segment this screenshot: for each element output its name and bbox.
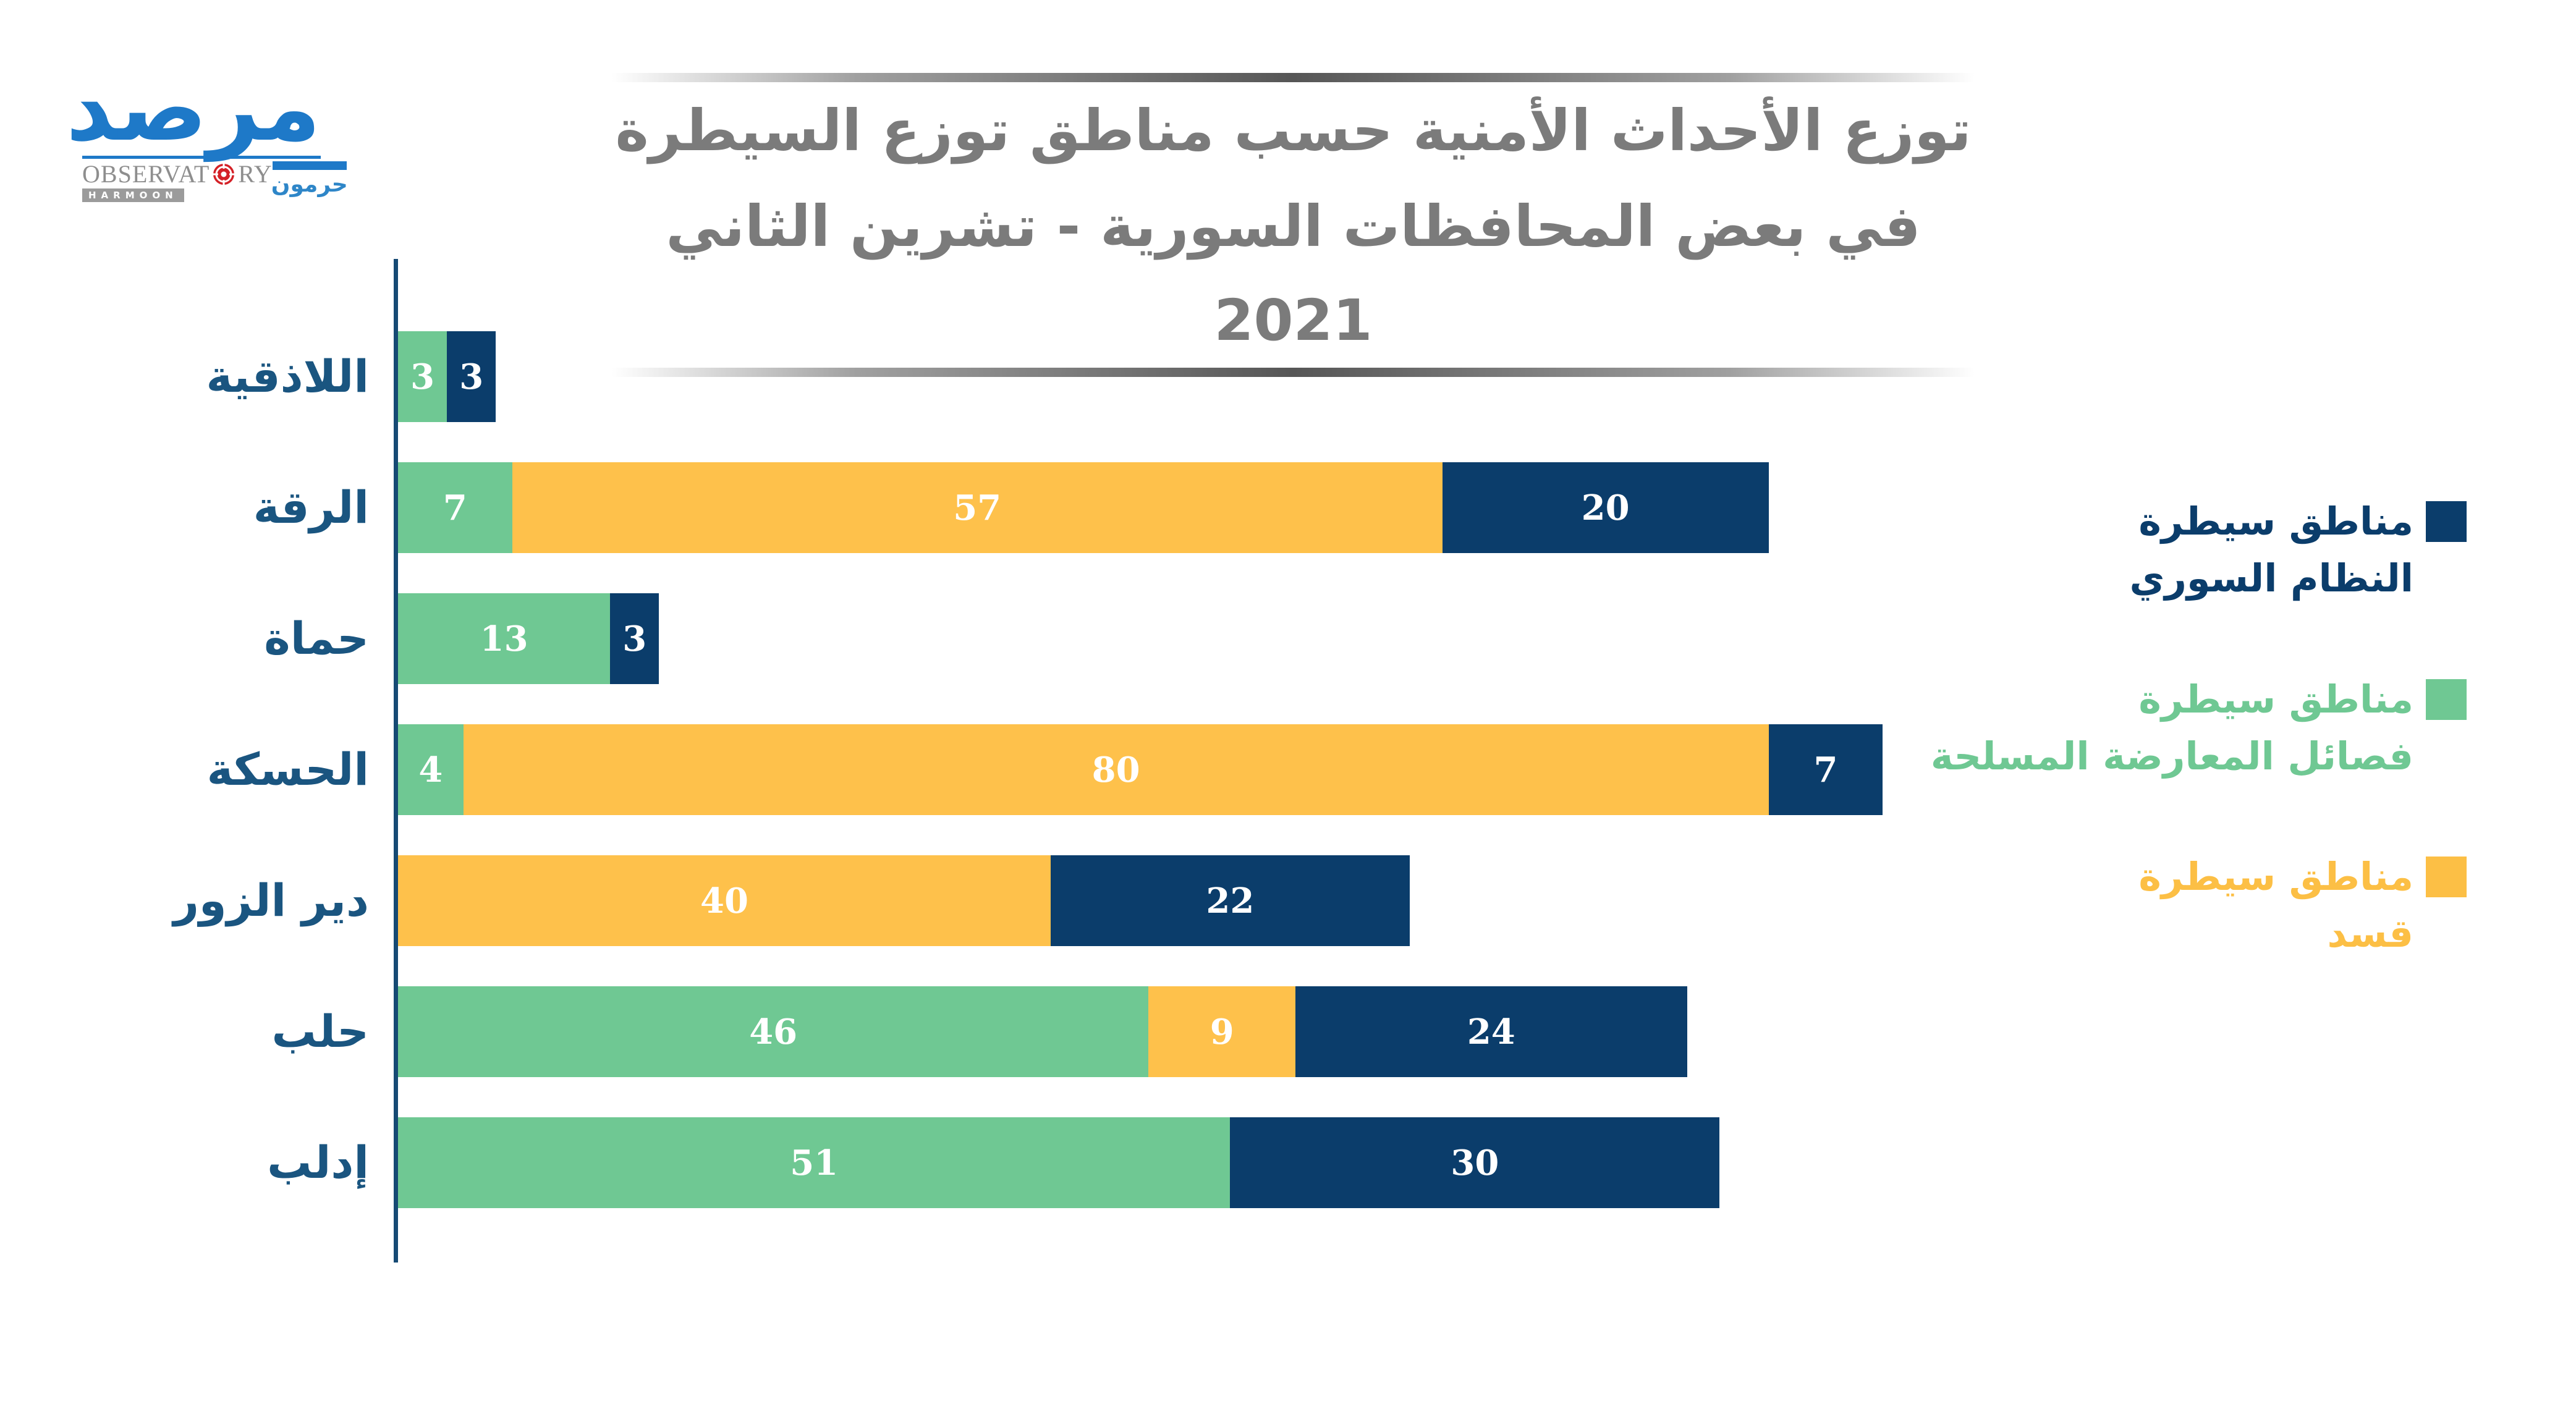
y-axis-label: حلب (271, 1005, 370, 1057)
chart-title-line1: توزع الأحداث الأمنية حسب مناطق توزع السي… (615, 98, 1972, 164)
y-axis-label: دير الزور (173, 874, 369, 926)
y-axis-label: حماة (264, 612, 369, 664)
bar-segment: 24 (1295, 986, 1687, 1077)
bar-value-label: 24 (1467, 1011, 1515, 1052)
bar-value-label: 20 (1581, 487, 1630, 528)
bar-segment: 9 (1148, 986, 1295, 1077)
legend-label-line1: مناطق سيطرة (2138, 499, 2413, 544)
chart-title-line2: في بعض المحافظات السورية - تشرين الثاني … (666, 193, 1921, 353)
badge-top-bar (272, 161, 347, 170)
legend-label-line1: مناطق سيطرة (2138, 854, 2413, 899)
legend-label: مناطق سيطرة فصائل المعارضة المسلحة (1931, 671, 2413, 785)
bar-value-label: 57 (953, 487, 1002, 528)
bar-segment: 3 (610, 593, 659, 684)
bar-value-label: 40 (700, 880, 748, 921)
bar-value-label: 80 (1091, 749, 1140, 790)
harmoon-observatory-logo: مرصد OBSERVAT (66, 55, 348, 202)
bar-segment: 30 (1230, 1117, 1720, 1208)
bar-segment: 20 (1442, 462, 1769, 553)
title-divider-bottom (612, 368, 1975, 377)
bar-value-label: 46 (749, 1011, 798, 1052)
bar-segment: 4 (398, 724, 464, 815)
observatory-text: OBSERVAT RY (82, 161, 273, 187)
legend-item-sdf: مناطق سيطرة قسد (2138, 848, 2467, 962)
legend-item-regime: مناطق سيطرة النظام السوري (2129, 493, 2467, 607)
bar-segment: 46 (398, 986, 1149, 1077)
y-axis-label: الرقة (253, 481, 369, 533)
bar-value-label: 3 (459, 356, 484, 397)
y-axis-label: الحسكة (206, 743, 369, 795)
bar-value-label: 9 (1210, 1011, 1234, 1052)
bar-segment: 57 (512, 462, 1443, 553)
legend-label: مناطق سيطرة قسد (2138, 848, 2413, 962)
bar-value-label: 3 (410, 356, 435, 397)
legend-label-line2: قسد (2327, 911, 2414, 956)
target-icon (211, 161, 237, 187)
legend-swatch-regime (2426, 501, 2467, 542)
bar-value-label: 7 (443, 487, 467, 528)
bar-segment: 3 (447, 331, 496, 422)
legend-swatch-opposition (2426, 679, 2467, 720)
bar-segment: 3 (398, 331, 447, 422)
legend-swatch-sdf (2426, 857, 2467, 897)
bar-value-label: 3 (622, 618, 647, 659)
logo-arabic-wordmark: مرصد (66, 55, 321, 161)
y-axis-line (394, 259, 398, 1263)
y-axis-label: إدلب (267, 1136, 369, 1188)
legend-label: مناطق سيطرة النظام السوري (2129, 493, 2413, 607)
observatory-text-left: OBSERVAT (82, 160, 210, 188)
bar-segment: 22 (1051, 855, 1410, 946)
bar-value-label: 13 (480, 618, 528, 659)
legend-item-opposition: مناطق سيطرة فصائل المعارضة المسلحة (1931, 671, 2467, 785)
harmoon-arabic-badge: حرمون (271, 161, 348, 202)
legend-label-line2: فصائل المعارضة المسلحة (1930, 734, 2413, 779)
bar-segment: 40 (398, 855, 1051, 946)
harmoon-strip: HARMOON (82, 188, 184, 202)
title-divider-top (612, 73, 1975, 82)
bar-value-label: 30 (1451, 1142, 1499, 1183)
bar-segment: 51 (398, 1117, 1231, 1208)
logo-underline (82, 156, 321, 159)
bar-value-label: 4 (418, 749, 443, 790)
bar-segment: 80 (463, 724, 1769, 815)
y-axis-label: اللاذقية (206, 350, 369, 402)
legend-label-line1: مناطق سيطرة (2138, 677, 2413, 722)
bar-value-label: 7 (1813, 749, 1838, 790)
harmoon-arabic-text: حرمون (271, 172, 348, 197)
bar-value-label: 51 (790, 1142, 839, 1183)
title-block: توزع الأحداث الأمنية حسب مناطق توزع السي… (612, 73, 1975, 377)
bar-value-label: 22 (1206, 880, 1255, 921)
bar-segment: 13 (398, 593, 611, 684)
bar-segment: 7 (398, 462, 512, 553)
legend-label-line2: النظام السوري (2129, 556, 2413, 601)
bar-segment: 7 (1768, 724, 1883, 815)
observatory-text-right: RY (238, 160, 273, 188)
